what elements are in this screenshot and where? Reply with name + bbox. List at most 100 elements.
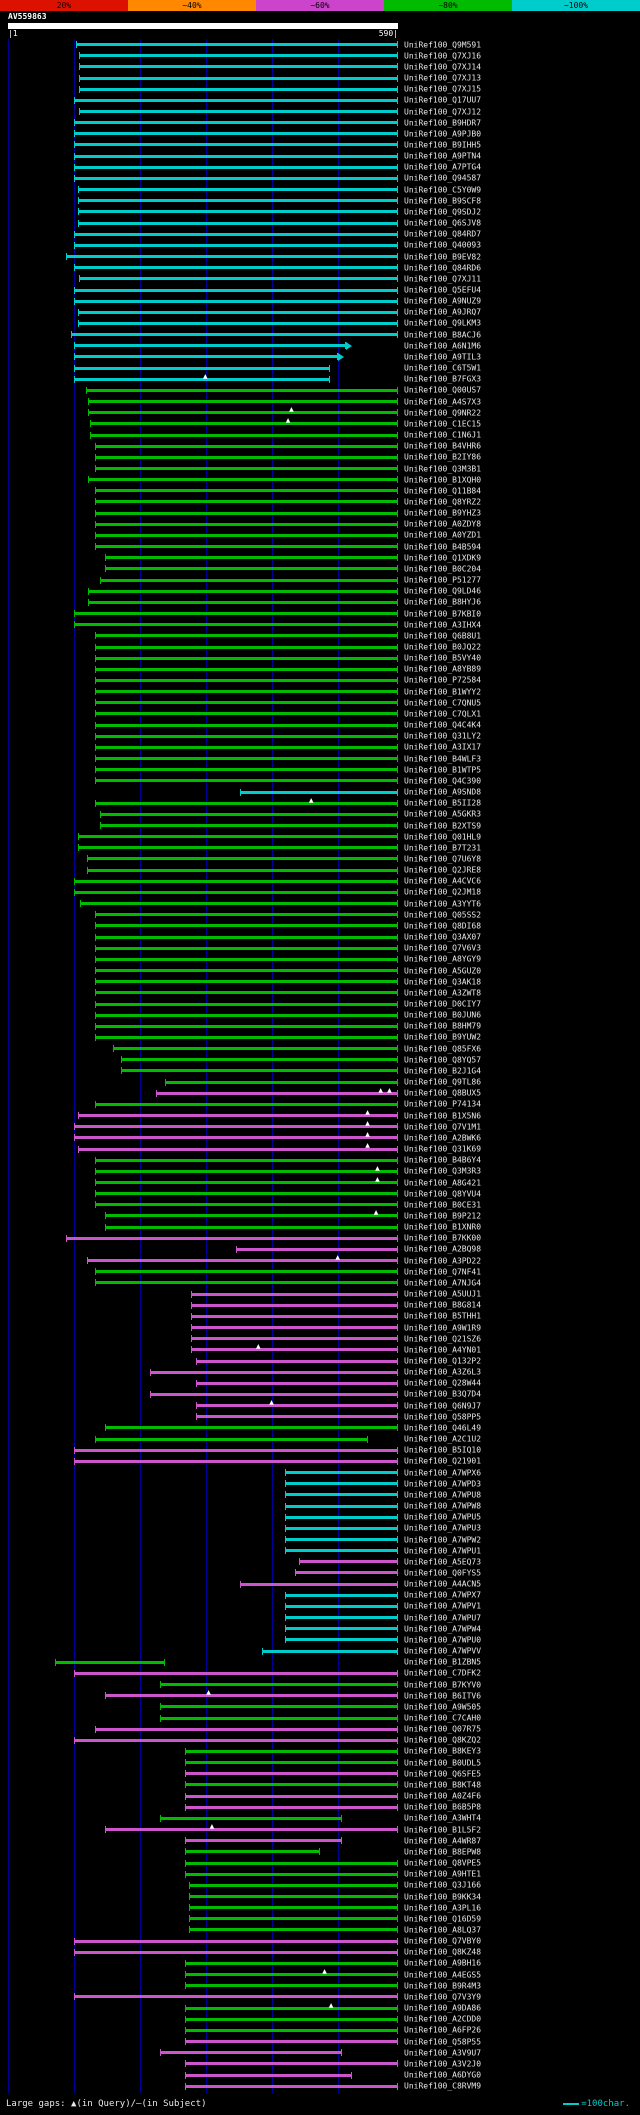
hit-bar[interactable] [94, 632, 399, 640]
hit-bar[interactable] [184, 2082, 399, 2090]
hit-bar[interactable] [74, 353, 339, 361]
hit-bar[interactable] [94, 1000, 399, 1008]
hit-bar[interactable] [77, 219, 398, 227]
hit-bar[interactable] [184, 2026, 399, 2034]
hit-label[interactable]: UniRef100_A6FP26 [404, 2025, 482, 2035]
hit-bar[interactable] [94, 1179, 399, 1187]
hit-bar[interactable] [285, 1469, 398, 1477]
hit-label[interactable]: UniRef100_B1WTP5 [404, 765, 482, 775]
hit-bar[interactable] [100, 822, 398, 830]
hit-label[interactable]: UniRef100_Q4C4K4 [404, 720, 482, 730]
hit-label[interactable]: UniRef100_Q9SDJ2 [404, 207, 482, 217]
hit-bar[interactable] [184, 1759, 399, 1767]
hit-bar[interactable] [94, 520, 399, 528]
hit-bar[interactable] [94, 777, 399, 785]
hit-label[interactable]: UniRef100_Q11B84 [404, 486, 482, 496]
hit-bar[interactable] [74, 621, 398, 629]
hit-label[interactable]: UniRef100_B5II28 [404, 798, 482, 808]
hit-bar[interactable] [74, 264, 398, 272]
hit-label[interactable]: UniRef100_A8YB89 [404, 664, 482, 674]
hit-label[interactable]: UniRef100_Q46L49 [404, 1423, 482, 1433]
hit-label[interactable]: UniRef100_Q84RD7 [404, 229, 482, 239]
hit-bar[interactable] [196, 1357, 398, 1365]
hit-bar[interactable] [184, 1803, 399, 1811]
hit-label[interactable]: UniRef100_A9PJB0 [404, 129, 482, 139]
hit-label[interactable]: UniRef100_Q7XJ15 [404, 84, 482, 94]
hit-bar[interactable] [74, 119, 398, 127]
hit-bar[interactable] [184, 1870, 399, 1878]
hit-bar[interactable] [184, 1982, 399, 1990]
hit-label[interactable]: UniRef100_A7WPX7 [404, 1590, 482, 1600]
hit-label[interactable]: UniRef100_Q6SFE5 [404, 1769, 482, 1779]
hit-label[interactable]: UniRef100_B7KYV0 [404, 1680, 482, 1690]
hit-bar[interactable] [74, 241, 398, 249]
hit-bar[interactable] [65, 1234, 399, 1242]
hit-bar[interactable] [94, 453, 399, 461]
hit-label[interactable]: UniRef100_B4WLF3 [404, 754, 482, 764]
hit-label[interactable]: UniRef100_Q6B8U1 [404, 631, 482, 641]
hit-bar[interactable] [94, 743, 399, 751]
hit-bar[interactable] [94, 1201, 399, 1209]
hit-bar[interactable] [80, 900, 398, 908]
hit-bar[interactable] [100, 576, 398, 584]
hit-bar[interactable] [74, 364, 331, 372]
hit-bar[interactable] [74, 1134, 398, 1142]
hit-bar[interactable] [189, 1915, 398, 1923]
hit-bar[interactable] [85, 386, 398, 394]
hit-label[interactable]: UniRef100_Q7U6Y8 [404, 854, 482, 864]
hit-label[interactable]: UniRef100_A5GUZ0 [404, 966, 482, 976]
hit-bar[interactable] [184, 1770, 399, 1778]
hit-label[interactable]: UniRef100_Q9TL86 [404, 1077, 482, 1087]
hit-label[interactable]: UniRef100_A9HTE1 [404, 1869, 482, 1879]
hit-label[interactable]: UniRef100_Q21SZ6 [404, 1334, 482, 1344]
hit-label[interactable]: UniRef100_A9W1R9 [404, 1323, 482, 1333]
hit-label[interactable]: UniRef100_A7WPW8 [404, 1501, 482, 1511]
hit-bar[interactable] [78, 74, 399, 82]
hit-label[interactable]: UniRef100_Q7XJ11 [404, 274, 482, 284]
hit-bar[interactable] [104, 1692, 399, 1700]
hit-bar[interactable] [240, 788, 398, 796]
hit-label[interactable]: UniRef100_B2XTS9 [404, 821, 482, 831]
hit-bar[interactable] [285, 1547, 398, 1555]
hit-label[interactable]: UniRef100_A9PTN4 [404, 151, 482, 161]
hit-label[interactable]: UniRef100_B7FGX3 [404, 374, 482, 384]
hit-label[interactable]: UniRef100_Q7XJ12 [404, 107, 482, 117]
hit-label[interactable]: UniRef100_A8G421 [404, 1178, 482, 1188]
hit-bar[interactable] [285, 1591, 398, 1599]
hit-label[interactable]: UniRef100_A9JRQ7 [404, 307, 482, 317]
hit-bar[interactable] [94, 654, 399, 662]
hit-label[interactable]: UniRef100_A9NUZ9 [404, 296, 482, 306]
hit-bar[interactable] [189, 1893, 398, 1901]
hit-bar[interactable] [74, 163, 398, 171]
hit-bar[interactable] [74, 375, 331, 383]
hit-label[interactable]: UniRef100_B0UDL5 [404, 1758, 482, 1768]
hit-bar[interactable] [94, 676, 399, 684]
hit-label[interactable]: UniRef100_Q3J166 [404, 1880, 482, 1890]
hit-label[interactable]: UniRef100_Q7V6V3 [404, 943, 482, 953]
hit-label[interactable]: UniRef100_A3Z6L3 [404, 1367, 482, 1377]
hit-label[interactable]: UniRef100_B9R4M3 [404, 1981, 482, 1991]
hit-bar[interactable] [184, 2060, 399, 2068]
hit-label[interactable]: UniRef100_B8G814 [404, 1300, 482, 1310]
hit-label[interactable]: UniRef100_Q2JM18 [404, 887, 482, 897]
hit-bar[interactable] [86, 855, 399, 863]
hit-label[interactable]: UniRef100_Q07R75 [404, 1724, 482, 1734]
hit-label[interactable]: UniRef100_Q7V3Y9 [404, 1992, 482, 2002]
hit-label[interactable]: UniRef100_A2BQ98 [404, 1244, 482, 1254]
hit-label[interactable]: UniRef100_B4VHR6 [404, 441, 482, 451]
hit-bar[interactable] [94, 643, 399, 651]
hit-label[interactable]: UniRef100_A0ZDY8 [404, 519, 482, 529]
hit-label[interactable]: UniRef100_B4B594 [404, 542, 482, 552]
hit-label[interactable]: UniRef100_A5UUJ1 [404, 1289, 482, 1299]
hit-label[interactable]: UniRef100_A3ZWT8 [404, 988, 482, 998]
hit-label[interactable]: UniRef100_D0CIY7 [404, 999, 482, 1009]
hit-label[interactable]: UniRef100_A3WHT4 [404, 1813, 482, 1823]
hit-bar[interactable] [75, 41, 398, 49]
hit-label[interactable]: UniRef100_Q31K69 [404, 1144, 482, 1154]
hit-bar[interactable] [94, 1100, 399, 1108]
hit-label[interactable]: UniRef100_Q8YQ57 [404, 1055, 482, 1065]
hit-label[interactable]: UniRef100_C8RVM9 [404, 2081, 482, 2091]
hit-bar[interactable] [94, 1011, 399, 1019]
hit-label[interactable]: UniRef100_Q1XDK9 [404, 553, 482, 563]
hit-label[interactable]: UniRef100_C7DFK2 [404, 1668, 482, 1678]
